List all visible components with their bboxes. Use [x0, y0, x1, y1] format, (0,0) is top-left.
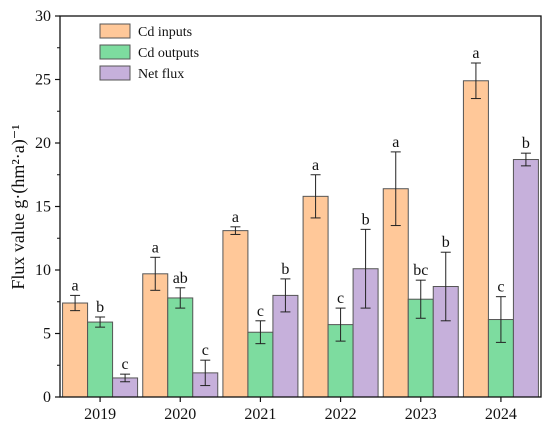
bar-2020-s0 — [142, 273, 169, 398]
bar-2022-s0 — [302, 195, 329, 398]
legend: Cd inputs Cd outputs Net flux — [99, 23, 199, 82]
legend-swatch-s1 — [99, 44, 131, 60]
x-tick-label: 2022 — [325, 406, 357, 423]
significance-label: c — [202, 342, 209, 359]
legend-label: Cd outputs — [138, 46, 199, 61]
significance-label: a — [152, 239, 159, 256]
bar-2019-s0 — [62, 302, 89, 398]
significance-label: c — [337, 290, 344, 307]
significance-label: a — [232, 209, 239, 226]
significance-label: a — [392, 134, 399, 151]
bar-2024-s0 — [462, 80, 489, 398]
significance-label: a — [472, 45, 479, 62]
bar-2021-s0 — [222, 230, 249, 398]
y-tick-label: 5 — [43, 326, 51, 343]
y-tick-label: 30 — [35, 8, 51, 25]
bar-2020-s1 — [167, 297, 194, 398]
y-tick-label: 0 — [43, 389, 51, 406]
significance-label: b — [96, 299, 104, 316]
bar-2024-s2 — [512, 159, 539, 398]
legend-label: Cd inputs — [138, 25, 192, 40]
x-tick-label: 2020 — [164, 406, 196, 423]
axes-layer: 0 5 10 15 20 25 30 2019 2020 2021 2022 2023 2024 — [35, 8, 542, 423]
significance-label: b — [442, 234, 450, 251]
significance-label: c — [257, 303, 264, 320]
legend-label: Net flux — [138, 67, 184, 82]
x-tick-label: 2019 — [84, 406, 116, 423]
y-tick-label: 25 — [35, 72, 51, 89]
significance-label: a — [312, 157, 319, 174]
significance-label: c — [497, 279, 504, 296]
x-tick-label: 2024 — [485, 406, 517, 423]
significance-label: b — [362, 211, 370, 228]
y-tick-label: 15 — [35, 199, 51, 216]
legend-swatch-s0 — [99, 23, 131, 39]
bar-2019-s1 — [87, 321, 114, 398]
significance-label: bc — [413, 262, 428, 279]
y-tick-label: 10 — [35, 262, 51, 279]
significance-label: a — [72, 277, 79, 294]
x-tick-label: 2023 — [405, 406, 437, 423]
legend-swatch-s2 — [99, 65, 131, 81]
significance-label: ab — [173, 270, 188, 287]
y-axis-title: Flux value g·(hm²·a)⁻¹ — [8, 124, 29, 289]
significance-label: c — [122, 356, 129, 373]
significance-label: b — [281, 261, 289, 278]
x-tick-label: 2021 — [244, 406, 276, 423]
significance-label: b — [522, 135, 530, 152]
y-tick-label: 20 — [35, 135, 51, 152]
